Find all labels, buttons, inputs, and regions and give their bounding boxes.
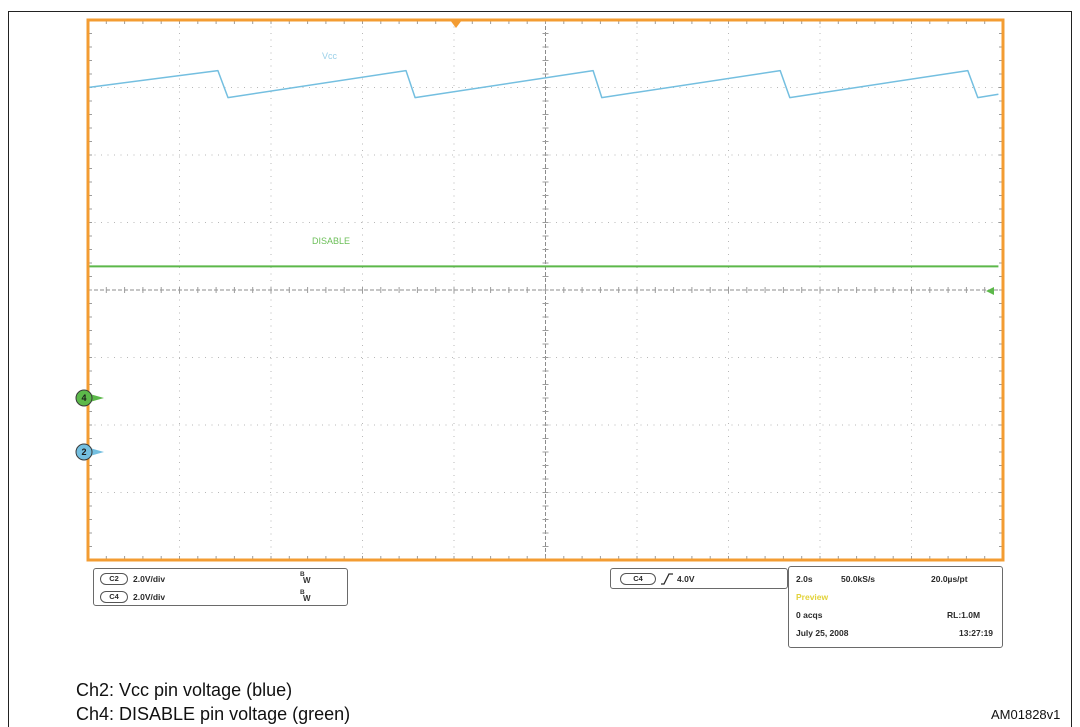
trigger-source-badge: C4 <box>620 573 656 585</box>
ground-marker-circle <box>75 389 93 407</box>
rising-edge-icon <box>661 573 673 585</box>
bandwidth-limit-icon: B W <box>300 571 312 586</box>
sample-rate: 50.0kS/s <box>841 574 876 584</box>
ground-marker-label: 2 <box>81 447 86 457</box>
trigger-level: 4.0V <box>677 574 695 584</box>
bandwidth-limit-top: B <box>300 589 305 596</box>
caption-ch4: Ch4: DISABLE pin voltage (green) <box>76 704 351 724</box>
series-label-disable: DISABLE <box>312 236 350 246</box>
trigger-panel: C4 4.0V <box>610 568 788 589</box>
channel-scale: 2.0V/div <box>133 574 166 584</box>
bandwidth-limit-top: B <box>300 571 305 578</box>
bandwidth-limit-bottom: W <box>303 576 311 585</box>
acquisition-panel: 2.0s 50.0kS/s 20.0µs/pt Preview 0 acqs R… <box>788 566 1003 648</box>
figure-frame <box>8 11 1072 727</box>
trigger-level-icon <box>986 287 994 295</box>
series-label-vcc: Vcc <box>322 51 338 61</box>
ground-marker-circle <box>75 443 93 461</box>
trigger-position-icon <box>450 20 462 28</box>
capture-date: July 25, 2008 <box>796 628 849 638</box>
caption-ch2: Ch2: Vcc pin voltage (blue) <box>76 680 293 700</box>
figure-code: AM01828v1 <box>991 707 1061 722</box>
acquisition-count: 0 acqs <box>796 610 823 620</box>
bandwidth-limit-icon: B W <box>300 589 312 604</box>
ground-marker-vcc: 2 <box>75 443 104 461</box>
channel-scale: 2.0V/div <box>133 592 166 602</box>
record-length: RL:1.0M <box>947 610 981 620</box>
oscilloscope-plot: Vcc DISABLE 24 <box>75 18 1005 562</box>
channel-scale-panel: C2 2.0V/div B W C4 2.0V/div B W <box>93 568 348 606</box>
plot-border <box>86 18 1005 562</box>
time-per-point: 20.0µs/pt <box>931 574 968 584</box>
ground-markers: 24 <box>75 389 104 461</box>
bandwidth-limit-bottom: W <box>303 594 311 603</box>
channel-badge: C2 <box>100 573 128 585</box>
ground-marker-label: 4 <box>81 393 86 403</box>
channel-badge: C4 <box>100 591 128 603</box>
ground-marker-disable: 4 <box>75 389 104 407</box>
acquisition-mode: Preview <box>796 592 829 602</box>
capture-time: 13:27:19 <box>959 628 994 638</box>
waveforms <box>87 69 999 268</box>
series-line-vcc <box>87 69 999 99</box>
time-per-division: 2.0s <box>796 574 813 584</box>
